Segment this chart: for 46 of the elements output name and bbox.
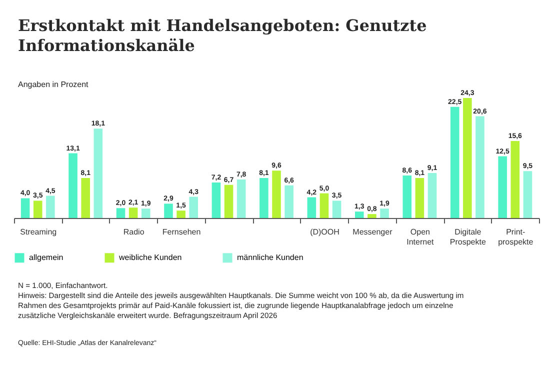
legend-label: allgemein	[29, 252, 64, 262]
chart-subtitle: Angaben in Prozent	[18, 80, 88, 89]
x-tick-label: Radio	[123, 228, 145, 236]
bar	[46, 196, 55, 218]
bar	[164, 204, 173, 218]
bar	[176, 210, 186, 218]
bar	[212, 182, 221, 218]
bar	[236, 179, 246, 218]
bar	[68, 153, 78, 218]
bar	[224, 184, 234, 218]
x-tick-label: Open Internet	[406, 228, 435, 246]
x-tick-label: Digitale Prospekte	[450, 228, 486, 246]
bar	[498, 156, 507, 218]
legend-label: weibliche Kunden	[118, 252, 182, 262]
bar	[189, 196, 198, 218]
bar	[380, 208, 389, 218]
bar	[284, 185, 294, 218]
bar	[81, 178, 90, 218]
bar	[332, 200, 342, 218]
bar	[320, 193, 329, 218]
bar	[355, 212, 364, 218]
bar	[260, 178, 268, 218]
chart-title: Erstkontakt mit Handelsangeboten: Genutzte Informationskanäle	[18, 16, 428, 56]
bar	[450, 106, 460, 218]
x-tick-label: Fernsehen	[162, 228, 201, 236]
bar	[368, 214, 376, 218]
bar	[307, 197, 316, 218]
x-tick-label: Messenger	[352, 228, 393, 236]
bar	[402, 176, 412, 218]
bar	[476, 116, 484, 218]
x-tick-label: (D)OOH	[310, 228, 340, 236]
bar	[116, 208, 126, 218]
bar	[415, 178, 424, 218]
bar	[128, 208, 138, 218]
bar	[272, 170, 281, 218]
bar	[94, 128, 103, 218]
bar	[510, 140, 520, 218]
bar	[141, 208, 150, 218]
bar	[33, 200, 42, 218]
bar	[463, 98, 472, 218]
bar	[523, 171, 532, 218]
legend-label: männliche Kunden	[237, 252, 304, 262]
bar	[428, 173, 437, 218]
x-tick-label: Streaming	[20, 228, 57, 236]
bar	[20, 198, 30, 218]
x-tick-label: Print-prospekte	[498, 228, 534, 246]
